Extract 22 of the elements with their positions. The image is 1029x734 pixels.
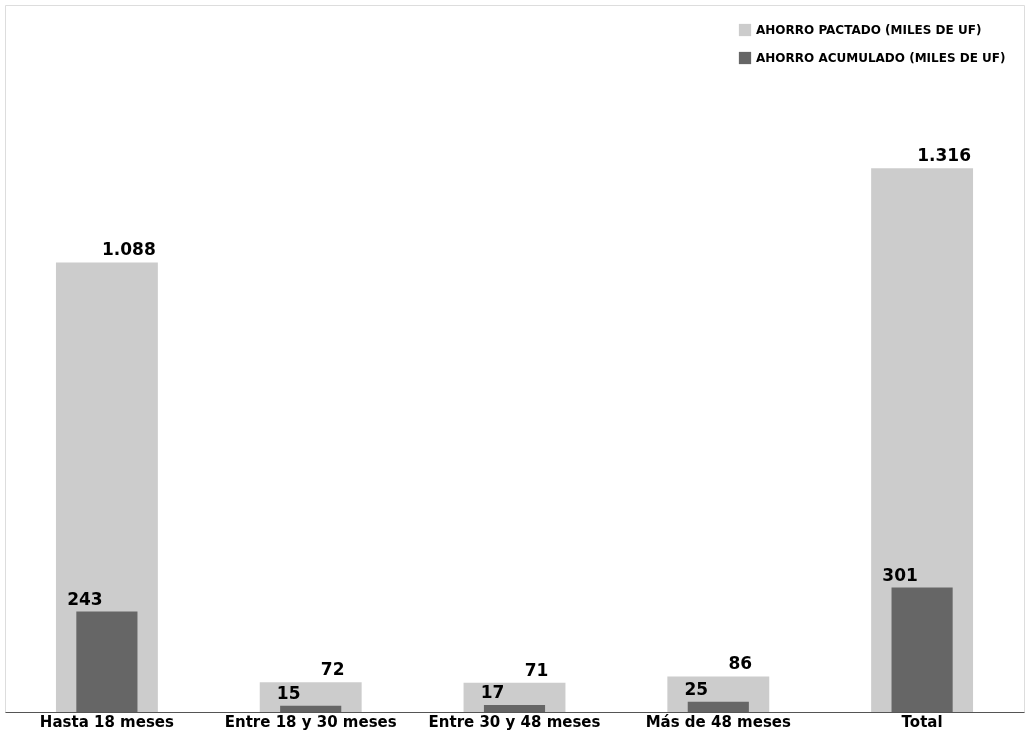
x-tick-label: Entre 30 y 48 meses [428, 712, 601, 731]
data-label: 72 [320, 659, 345, 680]
data-label: 71 [524, 659, 549, 680]
bar [891, 587, 953, 712]
data-label: 1.088 [102, 239, 156, 260]
x-tick-label: Entre 18 y 30 meses [224, 712, 397, 731]
bar [687, 701, 749, 712]
data-label: 17 [480, 681, 505, 702]
x-tick-label: Total [901, 712, 943, 731]
x-tick-label: Más de 48 meses [645, 712, 791, 731]
data-label: 25 [684, 678, 709, 699]
data-label: 15 [276, 682, 301, 703]
data-label: 1.316 [917, 145, 971, 166]
data-label: 243 [67, 588, 103, 609]
x-tick-label: Hasta 18 meses [39, 712, 174, 731]
data-label: 86 [728, 653, 753, 674]
legend-label: AHORRO PACTADO (MILES DE UF) [756, 23, 982, 37]
bar [76, 611, 138, 712]
data-label: 301 [882, 564, 918, 585]
bar [280, 705, 342, 712]
legend-label: AHORRO ACUMULADO (MILES DE UF) [756, 51, 1006, 65]
bar [483, 704, 546, 712]
